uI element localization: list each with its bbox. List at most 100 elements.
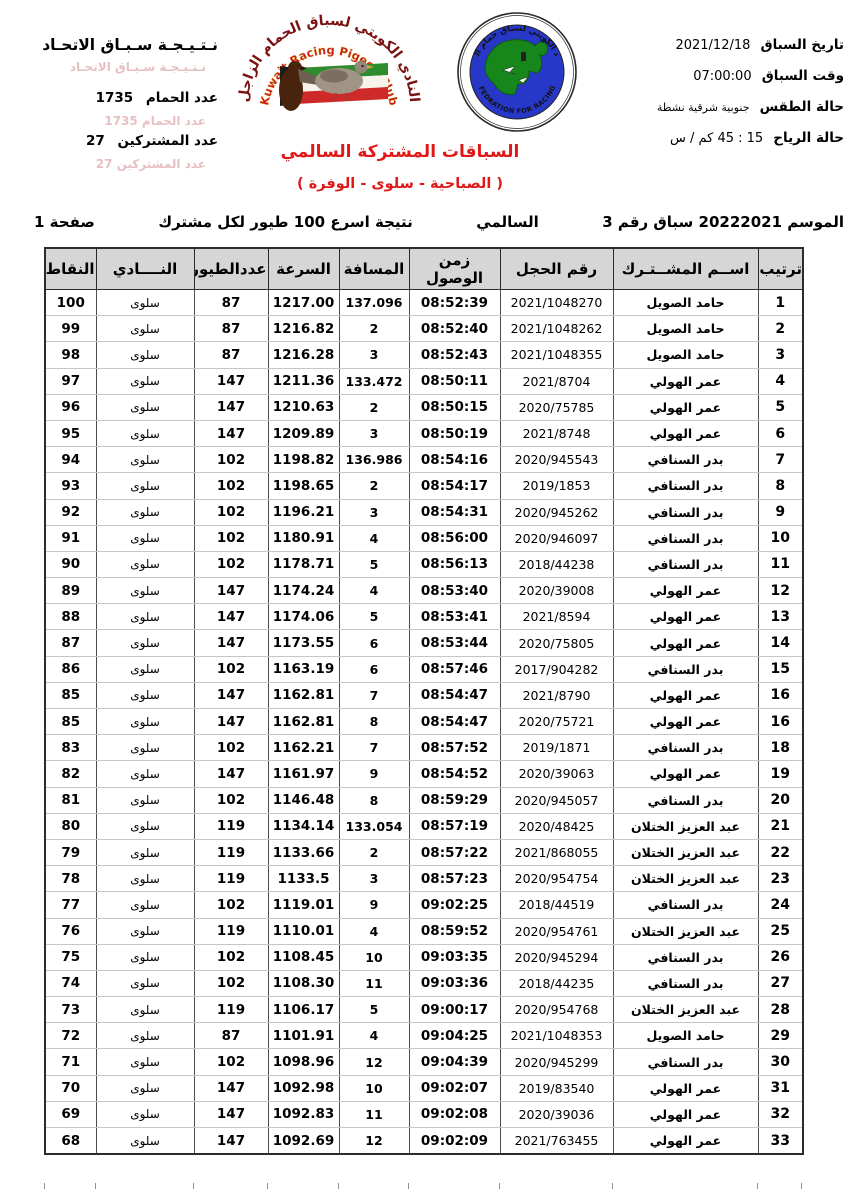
cell-birds: 87: [193, 288, 269, 317]
cell-name: عمر الهولي: [612, 1074, 759, 1102]
race-route: ( الصباحية - سلوى - الوفرة ): [297, 176, 503, 192]
cell-distance: 3: [338, 419, 410, 448]
result-note: نتيجة اسرع 100 طيور لكل مشترك: [158, 213, 413, 231]
column-header-club: النــــادي: [95, 247, 195, 290]
cell-points: 99: [44, 315, 97, 343]
cell-rank: 14: [757, 629, 804, 657]
cell-points: 87: [44, 629, 97, 657]
cell-points: 89: [44, 577, 97, 605]
cell-birds: 102: [193, 498, 269, 526]
cell-speed: 1196.21: [267, 498, 340, 526]
cell-ring: 2020/945543: [499, 446, 614, 474]
cell-birds: 119: [193, 838, 269, 867]
cell-speed: 1133.5: [267, 865, 340, 893]
cell-speed: 1108.45: [267, 943, 340, 971]
cell-ring: 2020/48425: [499, 812, 614, 840]
cell-rank: 11: [757, 550, 804, 579]
cell-ring: 2020/945299: [499, 1048, 614, 1076]
participant-count-label: عدد المشتركين: [117, 133, 218, 149]
cell-distance: 8: [338, 786, 410, 814]
cell-points: 70: [44, 1074, 97, 1102]
cell-distance: 7: [338, 734, 410, 762]
cell-ring: 2020/954768: [499, 996, 614, 1024]
table-row: 30 بدر السنافي 2020/945299 09:04:39 12 1098.9…: [44, 1048, 804, 1076]
cell-arrival: 08:54:47: [408, 681, 501, 710]
cell-rank: 25: [757, 917, 804, 945]
cell-arrival: 09:04:25: [408, 1022, 501, 1050]
race-date-label: تاريخ السباق: [760, 37, 845, 53]
cell-birds: 147: [193, 681, 269, 710]
cell-speed: 1162.81: [267, 681, 340, 710]
cell-club: سلوى: [95, 393, 195, 421]
tick-mark: [801, 1183, 802, 1189]
cell-distance: 4: [338, 524, 410, 552]
cell-rank: 33: [757, 1127, 804, 1156]
cell-birds: 147: [193, 760, 269, 788]
table-row: 20 بدر السنافي 2020/945057 08:59:29 8 1146.48…: [44, 786, 804, 814]
cell-ring: 2020/75785: [499, 393, 614, 421]
cell-points: 80: [44, 812, 97, 840]
cell-rank: 7: [757, 446, 804, 474]
cell-points: 83: [44, 734, 97, 762]
cell-points: 82: [44, 760, 97, 788]
cell-distance: 9: [338, 760, 410, 788]
cell-name: عمر الهولي: [612, 629, 759, 657]
cell-distance: 12: [338, 1127, 410, 1156]
cell-speed: 1178.71: [267, 550, 340, 579]
cell-distance: 5: [338, 603, 410, 631]
table-row: 8 بدر السنافي 2019/1853 08:54:17 2 1198.65 102…: [44, 472, 804, 500]
tick-mark: [499, 1183, 500, 1189]
cell-speed: 1217.00: [267, 288, 340, 317]
cell-birds: 102: [193, 655, 269, 683]
table-row: 31 عمر الهولي 2019/83540 09:02:07 10 1092.98 1…: [44, 1074, 804, 1102]
cell-birds: 102: [193, 550, 269, 579]
cell-distance: 4: [338, 917, 410, 945]
cell-ring: 2020/39063: [499, 760, 614, 788]
cell-arrival: 08:57:19: [408, 812, 501, 840]
cell-points: 75: [44, 943, 97, 971]
cell-club: سلوى: [95, 577, 195, 605]
cell-birds: 102: [193, 969, 269, 998]
cell-ring: 2021/8594: [499, 603, 614, 631]
table-row: 10 بدر السنافي 2020/946097 08:56:00 4 1180.91…: [44, 524, 804, 552]
race-name: السالمي: [476, 213, 539, 231]
table-row: 33 عمر الهولي 2021/763455 09:02:09 12 1092.69…: [44, 1127, 804, 1156]
column-header-rank: ترتيب: [757, 247, 804, 290]
cell-name: عمر الهولي: [612, 1100, 759, 1129]
tick-mark: [338, 1183, 339, 1189]
cell-distance: 8: [338, 707, 410, 736]
race-time-label: وقت السباق: [761, 68, 844, 84]
cell-ring: 2020/75805: [499, 629, 614, 657]
cell-ring: 2021/1048262: [499, 315, 614, 343]
cell-club: سلوى: [95, 524, 195, 552]
cell-rank: 26: [757, 943, 804, 971]
table-row: 12 عمر الهولي 2020/39008 08:53:40 4 1174.24 14…: [44, 577, 804, 605]
cell-club: سلوى: [95, 1048, 195, 1076]
column-header-speed: السرعة: [267, 247, 340, 290]
cell-club: سلوى: [95, 367, 195, 395]
cell-points: 97: [44, 367, 97, 395]
cell-club: سلوى: [95, 1022, 195, 1050]
federation-logo: الأتحاد الكويتي لسباق حمام الزاجل KUWAIT…: [455, 10, 577, 132]
cell-arrival: 09:02:25: [408, 891, 501, 919]
pigeon-count-label: عدد الحمام: [145, 90, 218, 106]
table-row: 11 بدر السنافي 2018/44238 08:56:13 5 1178.71 1…: [44, 550, 804, 579]
cell-club: سلوى: [95, 681, 195, 710]
cell-distance: 3: [338, 865, 410, 893]
cell-distance: 5: [338, 550, 410, 579]
race-date-value: 2021/12/18: [675, 38, 751, 53]
cell-name: حامد الصويل: [612, 288, 759, 317]
cell-distance: 10: [338, 1074, 410, 1102]
cell-rank: 27: [757, 969, 804, 998]
race-time-line: وقت السباق 07:00:00: [566, 65, 844, 96]
cell-rank: 31: [757, 1074, 804, 1102]
cell-arrival: 08:59:29: [408, 786, 501, 814]
cell-speed: 1216.28: [267, 341, 340, 369]
cell-ring: 2021/1048353: [499, 1022, 614, 1050]
cell-ring: 2018/44235: [499, 969, 614, 998]
cell-distance: 10: [338, 943, 410, 971]
cell-points: 79: [44, 838, 97, 867]
column-header-distance: المسافة: [338, 247, 410, 290]
table-row: 16 عمر الهولي 2021/8790 08:54:47 7 1162.81 147…: [44, 681, 804, 710]
table-row: 7 بدر السنافي 2020/945543 08:54:16 136.986 11…: [44, 446, 804, 474]
